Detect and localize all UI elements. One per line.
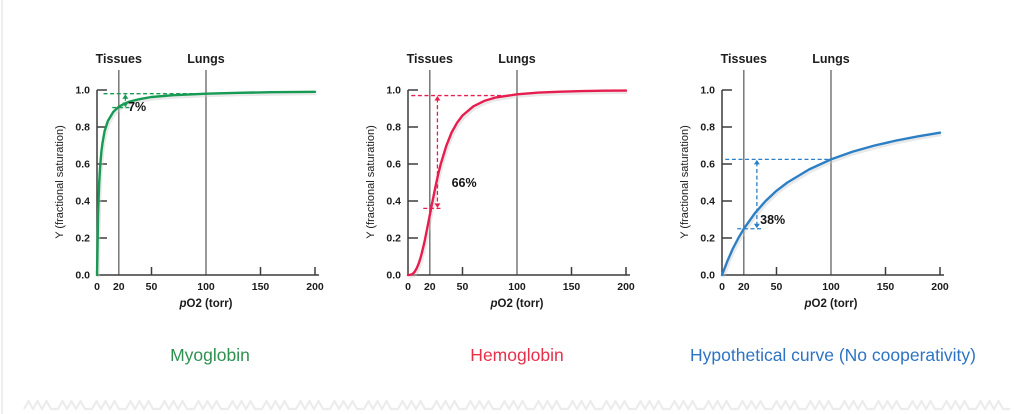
percent-difference-label: 66% — [452, 176, 477, 190]
arrowhead-down-icon — [434, 203, 441, 208]
torn-edge-path — [23, 399, 1010, 411]
y-tick-label: 1.0 — [75, 85, 90, 97]
y-tick-label: 0.0 — [700, 270, 715, 282]
myoglobin-title: Myoglobin — [170, 345, 250, 365]
x-tick-label: 200 — [306, 281, 324, 293]
y-tick-label: 0.2 — [386, 233, 401, 245]
y-axis-label: Y (fractional saturation) — [679, 125, 691, 239]
vline-label: Lungs — [812, 52, 850, 66]
y-tick-label: 1.0 — [386, 85, 401, 97]
vline-label: Tissues — [407, 52, 453, 66]
y-axis-label: Y (fractional saturation) — [365, 125, 377, 239]
myoglobin-chart: Tissues Lungs 0.0 0.2 0.4 0.6 0.8 1.0 0 20 50 100 15… — [54, 52, 324, 310]
x-axis-label: pO2 (torr) — [489, 298, 543, 310]
curve-hypothetical — [720, 131, 942, 277]
y-tick-label: 0.6 — [386, 159, 401, 171]
y-axis-label: Y (fractional saturation) — [54, 125, 66, 239]
y-tick-label: 0.0 — [386, 270, 401, 282]
arrowhead-up-icon — [434, 96, 441, 101]
x-tick-label: 20 — [113, 281, 125, 293]
x-tick-label: 150 — [563, 281, 581, 293]
x-tick-label: 200 — [931, 281, 949, 293]
y-tick-label: 0.6 — [75, 159, 90, 171]
curve-shadow — [97, 92, 317, 278]
torn-edge-decoration — [23, 399, 1010, 411]
x-tick-label: 150 — [252, 281, 270, 293]
hypothetical-title: Hypothetical curve (No cooperativity) — [690, 345, 976, 365]
x-tick-label: 20 — [424, 281, 436, 293]
x-axis-label: pO2 (torr) — [803, 298, 857, 310]
y-tick-label: 0.4 — [75, 196, 90, 208]
y-tick-label: 0.4 — [386, 196, 401, 208]
x-tick-label: 50 — [457, 281, 469, 293]
arrowhead-down-icon — [122, 102, 129, 108]
x-tick-label: 50 — [771, 281, 783, 293]
y-tick-label: 0.8 — [700, 122, 715, 134]
x-tick-label: 200 — [617, 281, 635, 293]
x-tick-label: 0 — [94, 281, 100, 293]
vline-label: Tissues — [721, 52, 767, 66]
y-tick-label: 0.6 — [700, 159, 715, 171]
percent-difference-label: 7% — [128, 100, 146, 114]
left-edge-line — [1, 0, 3, 414]
x-tick-label: 20 — [738, 281, 750, 293]
x-tick-label: 50 — [146, 281, 158, 293]
hemoglobin-title: Hemoglobin — [470, 345, 564, 365]
curve-shadow — [722, 133, 942, 278]
y-tick-label: 0.8 — [386, 122, 401, 134]
vline-label: Lungs — [187, 52, 225, 66]
y-tick-label: 0.2 — [75, 233, 90, 245]
vline-label: Lungs — [498, 52, 536, 66]
x-axis-label: pO2 (torr) — [178, 298, 232, 310]
hemoglobin-chart: Tissues Lungs 0.0 0.2 0.4 0.6 0.8 1.0 0 20 50 100 15… — [365, 52, 635, 310]
y-tick-label: 0.2 — [700, 233, 715, 245]
x-tick-label: 100 — [508, 281, 526, 293]
x-tick-label: 0 — [719, 281, 725, 293]
arrowhead-up-icon — [753, 159, 760, 165]
x-tick-label: 0 — [405, 281, 411, 293]
vline-label: Tissues — [96, 52, 142, 66]
x-tick-label: 100 — [822, 281, 840, 293]
arrowhead-up-icon — [122, 94, 129, 99]
curve-myoglobin — [95, 90, 317, 277]
x-tick-label: 150 — [877, 281, 895, 293]
curve-hemoglobin — [406, 89, 628, 277]
arrowhead-down-icon — [753, 223, 760, 229]
y-tick-label: 0.8 — [75, 122, 90, 134]
y-tick-label: 0.0 — [75, 270, 90, 282]
hypothetical-chart: Tissues Lungs 0.0 0.2 0.4 0.6 0.8 1.0 0 20 50 100 15… — [679, 52, 949, 310]
percent-difference-label: 38% — [760, 213, 785, 227]
x-tick-label: 100 — [197, 281, 215, 293]
y-tick-label: 1.0 — [700, 85, 715, 97]
curve-shadow — [409, 91, 628, 279]
y-tick-label: 0.4 — [700, 196, 715, 208]
